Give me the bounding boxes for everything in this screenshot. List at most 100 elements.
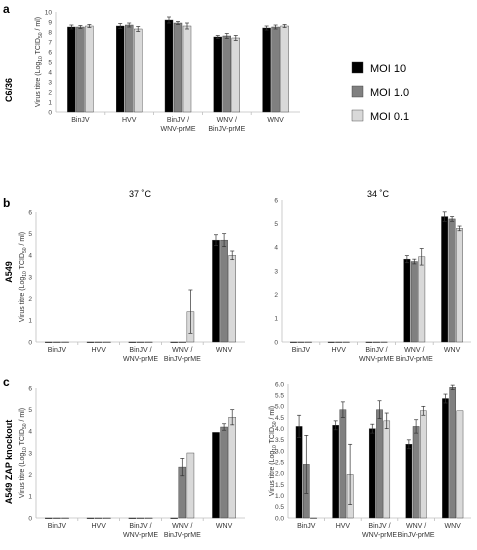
bar-moi-0-1 xyxy=(186,452,195,519)
bar-moi-0-1 xyxy=(61,517,69,519)
y-tick-label: 5.0 xyxy=(275,404,284,411)
bar-moi-0-1 xyxy=(304,341,312,343)
bar-moi-10 xyxy=(295,426,303,519)
category-label: WNV-prME xyxy=(359,356,394,363)
category-label: BinJV xyxy=(48,347,67,354)
bar-moi-1-0 xyxy=(271,26,280,113)
category-label: HVV xyxy=(331,347,346,354)
category-label: WNV-prME xyxy=(123,356,158,363)
bar-moi-10 xyxy=(45,341,53,343)
category-label: WNV / xyxy=(406,523,426,530)
bar-moi-0-1 xyxy=(231,37,241,113)
category-label: WNV / xyxy=(172,347,192,354)
temp-label-37: 37 ˚C xyxy=(129,189,152,199)
bar-moi-0-1 xyxy=(383,420,391,519)
bar-moi-1-0 xyxy=(94,341,103,343)
category-label: BinJV-prME xyxy=(396,356,433,363)
y-tick-label: 2 xyxy=(274,292,278,299)
y-tick-label: 0 xyxy=(28,515,32,522)
row-label-a549: A549 xyxy=(4,261,14,283)
category-label: WNV / xyxy=(217,117,237,124)
bar-moi-1-0 xyxy=(410,261,418,343)
y-tick-label: 0 xyxy=(48,109,52,116)
category-label: BinJV-prME xyxy=(164,532,201,539)
bar-moi-10 xyxy=(45,517,53,519)
y-tick-label: 1 xyxy=(28,494,32,501)
y-tick-label: 6 xyxy=(28,209,32,216)
legend: MOI 10 MOI 1.0 MOI 0.1 xyxy=(351,61,409,123)
bar-moi-10 xyxy=(290,341,297,343)
category-label: BinJV xyxy=(297,523,316,530)
bar-moi-1-0 xyxy=(448,218,456,343)
category-label: WNV xyxy=(216,523,233,530)
bar-moi-0-1 xyxy=(103,341,111,343)
bar-moi-0-1 xyxy=(418,256,426,343)
bar-moi-10 xyxy=(164,19,174,113)
bar-moi-1-0 xyxy=(220,239,228,343)
bar-moi-0-1 xyxy=(342,341,350,343)
bar-moi-0-1 xyxy=(133,28,143,113)
y-tick-label: 3 xyxy=(48,79,52,86)
bar-moi-0-1 xyxy=(280,25,289,113)
category-label: WNV-prME xyxy=(123,532,158,539)
y-tick-label: 4 xyxy=(274,245,278,252)
y-axis-label: Virus titre (Log10 TCID50 / ml) xyxy=(35,17,44,107)
bar-moi-10 xyxy=(441,216,449,343)
y-tick-label: 3 xyxy=(28,274,32,281)
legend-label-moi1: MOI 1.0 xyxy=(370,87,409,99)
category-label: WNV xyxy=(444,347,461,354)
y-tick-label: 3 xyxy=(28,450,32,457)
temp-label-34: 34 ˚C xyxy=(367,189,390,199)
bar-moi-1-0 xyxy=(53,517,61,519)
bar-moi-0-1 xyxy=(144,517,153,519)
bar-moi-10 xyxy=(212,432,220,519)
bar-moi-0-1 xyxy=(228,417,236,519)
bar-moi-0-1 xyxy=(144,341,153,343)
bar-moi-1-0 xyxy=(136,517,145,519)
y-tick-label: 0.0 xyxy=(275,515,284,522)
bar-moi-1-0 xyxy=(76,26,85,113)
category-label: WNV xyxy=(216,347,233,354)
legend-swatch-moi01 xyxy=(351,109,364,122)
y-tick-label: 5 xyxy=(28,407,32,414)
category-label: WNV-prME xyxy=(362,532,397,539)
bar-moi-10 xyxy=(213,36,223,113)
y-tick-label: 3 xyxy=(274,268,278,275)
y-tick-label: 4 xyxy=(28,429,32,436)
y-tick-label: 9 xyxy=(48,19,52,26)
bar-moi-1-0 xyxy=(53,341,61,343)
legend-label-moi01: MOI 0.1 xyxy=(370,111,409,123)
category-label: BinJV / xyxy=(129,523,151,530)
category-label: BinJV / xyxy=(129,347,151,354)
bar-moi-10 xyxy=(115,25,125,113)
bar-moi-0-1 xyxy=(182,25,192,113)
bar-moi-10 xyxy=(86,517,95,519)
bar-moi-0-1 xyxy=(228,255,236,343)
y-tick-label: 2 xyxy=(28,472,32,479)
bar-moi-0-1 xyxy=(420,410,427,519)
legend-swatch-moi10 xyxy=(351,61,364,74)
bar-moi-1-0 xyxy=(335,341,343,343)
bar-moi-0-1 xyxy=(456,410,464,519)
chart-a549-37c: 0 1 2 3 4 5 6 Virus titre (Log10 TCID50 / ml) Bi… xyxy=(19,209,245,363)
y-tick-label: 1 xyxy=(28,318,32,325)
bar-moi-10 xyxy=(170,517,178,519)
y-tick-label: 4 xyxy=(48,69,52,76)
bar-moi-10 xyxy=(327,341,335,343)
bar-moi-0-1 xyxy=(380,341,388,343)
y-axis-label: Virus titre (Log10 TCID50 / ml) xyxy=(19,232,28,322)
bar-moi-1-0 xyxy=(94,517,103,519)
y-tick-label: 0.5 xyxy=(275,504,284,511)
category-label: WNV xyxy=(267,117,284,124)
bar-moi-1-0 xyxy=(297,341,305,343)
y-tick-label: 6 xyxy=(274,197,278,204)
y-axis-label: Virus titre (Log10 TCID50 / ml) xyxy=(19,408,28,498)
panel-letter-c: c xyxy=(3,375,10,389)
bar-moi-10 xyxy=(368,428,376,519)
bar-moi-0-1 xyxy=(61,341,69,343)
bar-moi-1-0 xyxy=(124,24,134,113)
category-label: WNV / xyxy=(172,523,192,530)
bar-moi-10 xyxy=(365,341,373,343)
category-label: BinJV-prME xyxy=(164,356,201,363)
